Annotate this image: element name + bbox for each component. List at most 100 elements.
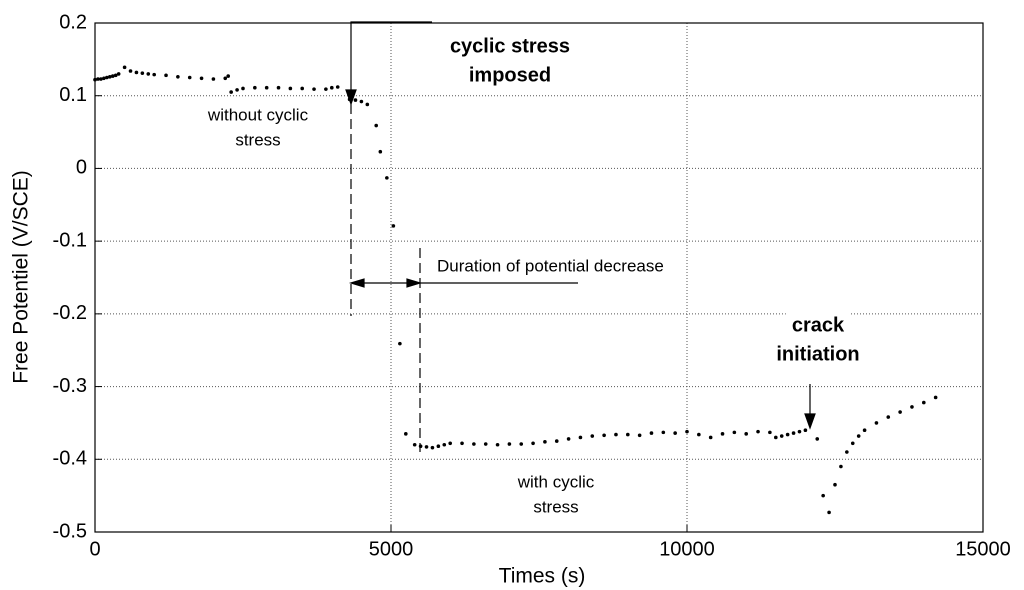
annotation-background bbox=[785, 312, 852, 339]
y-tick-label: 0.2 bbox=[59, 11, 87, 33]
data-point bbox=[241, 86, 245, 91]
data-point bbox=[385, 176, 389, 180]
data-point bbox=[856, 434, 861, 438]
annotation-background bbox=[462, 62, 558, 89]
data-point bbox=[910, 405, 914, 409]
data-point bbox=[744, 432, 748, 436]
plot-area bbox=[95, 23, 983, 532]
annotation-background bbox=[431, 254, 670, 278]
annotation-background bbox=[229, 128, 287, 152]
data-point bbox=[442, 442, 447, 447]
annotation-background bbox=[510, 470, 601, 494]
data-point bbox=[108, 75, 112, 79]
data-point bbox=[768, 430, 772, 435]
data-point bbox=[264, 85, 269, 90]
data-point bbox=[448, 441, 453, 446]
data-point bbox=[697, 432, 701, 437]
annotation: stress bbox=[235, 130, 280, 149]
data-point bbox=[933, 395, 938, 400]
data-point bbox=[116, 72, 121, 76]
data-point bbox=[96, 77, 100, 81]
data-point bbox=[566, 437, 571, 441]
annotation: Duration of potential decrease bbox=[437, 256, 664, 275]
data-point bbox=[845, 450, 849, 454]
data-point bbox=[359, 99, 364, 104]
data-point bbox=[756, 429, 760, 434]
data-point bbox=[850, 441, 855, 446]
data-point bbox=[176, 75, 180, 79]
data-point bbox=[430, 445, 435, 450]
annotation: imposed bbox=[469, 64, 551, 86]
y-tick-label: -0.1 bbox=[53, 229, 87, 251]
data-point bbox=[779, 434, 784, 438]
data-point bbox=[276, 85, 281, 90]
data-point bbox=[235, 88, 239, 92]
data-point bbox=[472, 442, 476, 446]
data-point bbox=[391, 224, 396, 228]
data-point bbox=[637, 433, 642, 438]
data-point bbox=[152, 72, 156, 77]
data-point bbox=[128, 69, 133, 73]
data-point bbox=[418, 444, 423, 448]
data-point bbox=[708, 435, 713, 440]
y-tick-label: -0.3 bbox=[53, 375, 87, 397]
data-point bbox=[211, 77, 216, 81]
arrow-head bbox=[348, 278, 365, 288]
annotation: stress bbox=[533, 497, 578, 516]
data-point bbox=[578, 435, 583, 440]
data-point bbox=[554, 439, 559, 443]
data-point bbox=[330, 85, 334, 90]
data-point bbox=[815, 437, 820, 441]
annotation: crack bbox=[792, 314, 845, 336]
data-point bbox=[226, 74, 230, 78]
data-point bbox=[495, 442, 500, 447]
annotation-background bbox=[527, 495, 585, 519]
data-point bbox=[507, 442, 512, 446]
data-point bbox=[199, 76, 204, 81]
x-tick-label: 5000 bbox=[369, 538, 414, 560]
data-point bbox=[378, 149, 383, 154]
data-point bbox=[105, 75, 109, 80]
annotation: cyclic stress bbox=[450, 35, 570, 57]
data-point bbox=[353, 98, 358, 102]
annotation-background bbox=[770, 341, 866, 368]
data-point bbox=[827, 510, 831, 515]
data-point bbox=[229, 90, 233, 94]
data-point bbox=[797, 429, 802, 434]
y-tick-label: -0.4 bbox=[53, 448, 87, 470]
data-point bbox=[774, 435, 778, 440]
data-point bbox=[253, 85, 257, 90]
arrow-head bbox=[345, 89, 357, 106]
data-point bbox=[886, 415, 891, 419]
data-point bbox=[791, 431, 796, 435]
axes-frame bbox=[94, 22, 984, 533]
data-point bbox=[398, 341, 402, 346]
data-point bbox=[483, 442, 488, 446]
data-point bbox=[113, 73, 118, 78]
y-tick-label: -0.5 bbox=[53, 520, 87, 542]
x-tick-label: 15000 bbox=[955, 538, 1011, 560]
data-point bbox=[673, 431, 677, 435]
data-point bbox=[649, 431, 654, 435]
data-point bbox=[833, 482, 837, 487]
annotation: with cyclic bbox=[517, 472, 595, 491]
data-point bbox=[862, 428, 867, 433]
x-axis-label: Times (s) bbox=[499, 565, 586, 588]
data-point bbox=[412, 442, 417, 447]
data-point bbox=[839, 464, 843, 469]
data-point bbox=[374, 123, 379, 128]
annotation-background bbox=[443, 33, 577, 60]
data-point bbox=[424, 445, 429, 449]
arrow bbox=[350, 21, 432, 96]
data-point bbox=[898, 410, 902, 414]
data-point bbox=[122, 65, 127, 70]
data-point bbox=[365, 102, 370, 107]
x-tick-label: 0 bbox=[89, 538, 100, 560]
data-point bbox=[102, 76, 106, 81]
y-tick-label: 0 bbox=[76, 157, 87, 179]
data-point bbox=[874, 421, 879, 425]
data-point bbox=[134, 70, 139, 75]
data-point bbox=[300, 86, 305, 91]
data-point bbox=[590, 434, 595, 438]
